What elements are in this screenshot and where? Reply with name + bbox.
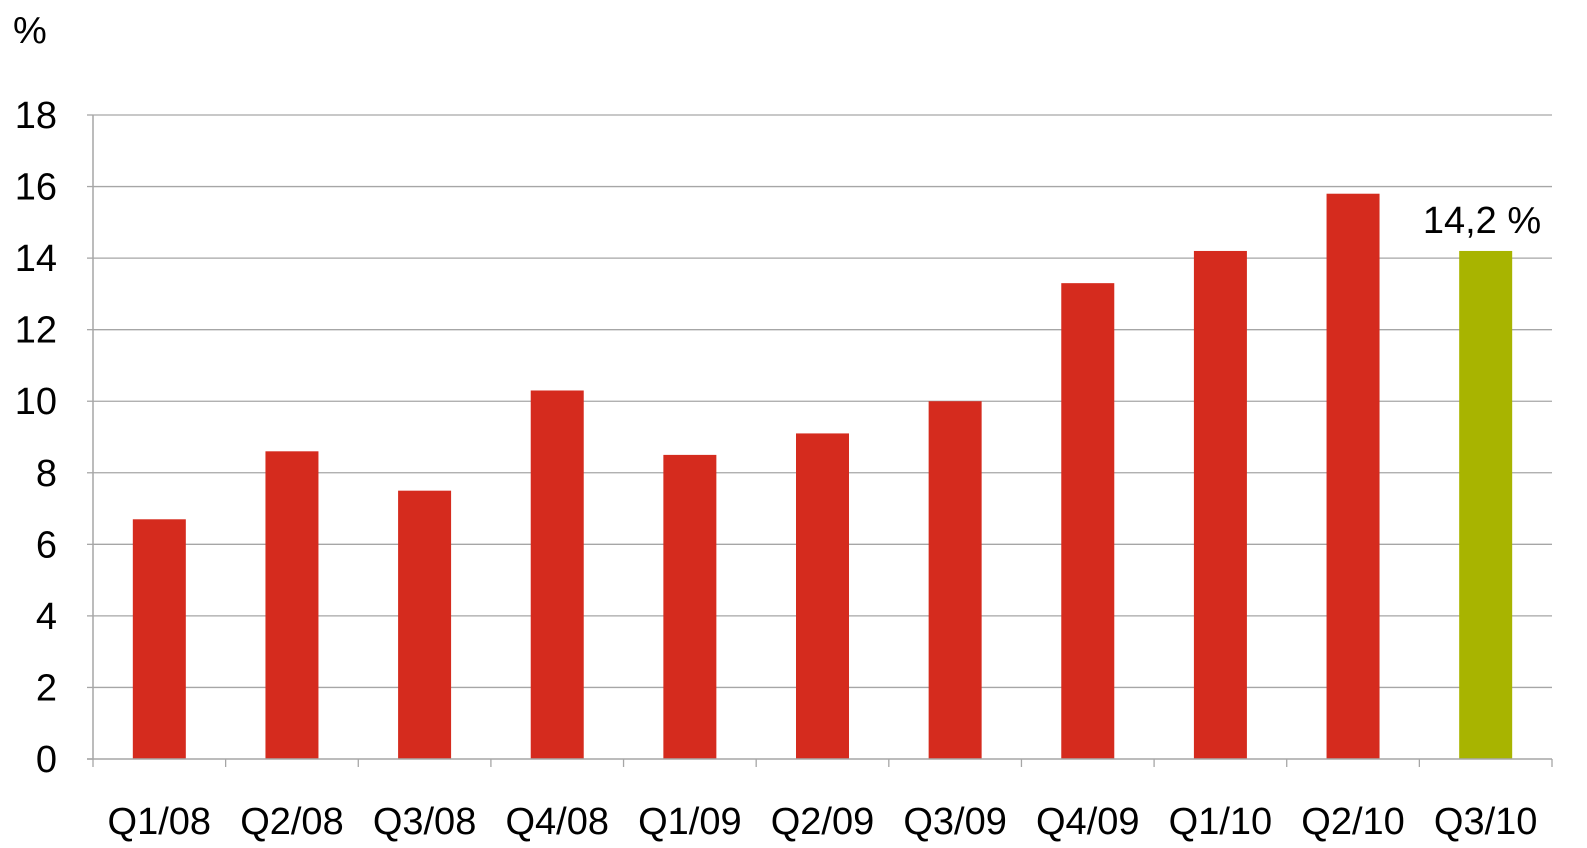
x-tick-label: Q3/10 (1434, 801, 1538, 843)
bars (132, 193, 1513, 759)
y-tick-label: 8 (36, 453, 57, 495)
annotations: 14,2 % (1423, 200, 1541, 242)
y-tick-label: 4 (36, 596, 57, 638)
x-tick-label: Q2/08 (240, 801, 344, 843)
bar (1326, 193, 1380, 759)
y-tick-label: 10 (15, 381, 57, 423)
bar (796, 433, 849, 759)
data-label: 14,2 % (1423, 200, 1541, 242)
x-tick-label: Q4/08 (505, 801, 609, 843)
bar (1193, 250, 1247, 759)
x-axis-tick-labels: Q1/08 Q2/08 Q3/08 Q4/08 Q1/09 Q2/09 Q3/09 Q4/09… (108, 801, 1538, 843)
y-tick-label: 16 (15, 167, 57, 209)
y-tick-label: 0 (36, 739, 57, 781)
bar (530, 390, 584, 759)
x-tick-label: Q2/10 (1301, 801, 1405, 843)
x-tick-label: Q1/09 (638, 801, 742, 843)
bar (928, 401, 982, 759)
y-tick-label: 6 (36, 524, 57, 566)
axes (87, 114, 1553, 767)
x-tick-label: Q1/10 (1169, 801, 1273, 843)
y-tick-label: 12 (15, 310, 57, 352)
y-tick-label: 2 (36, 667, 57, 709)
y-tick-label: 14 (15, 238, 57, 280)
bar (132, 519, 186, 759)
x-tick-label: Q4/09 (1036, 801, 1140, 843)
x-tick-label: Q1/08 (108, 801, 212, 843)
x-tick-label: Q3/08 (373, 801, 477, 843)
y-axis-unit-label: % (13, 10, 47, 52)
bar (1061, 283, 1115, 759)
bar (398, 490, 452, 759)
bar (265, 451, 319, 759)
bar (1459, 250, 1513, 759)
x-tick-label: Q3/09 (903, 801, 1007, 843)
y-tick-label: 18 (15, 95, 57, 137)
bar (663, 454, 717, 759)
x-tick-label: Q2/09 (771, 801, 875, 843)
gridlines (93, 114, 1552, 689)
y-axis-tick-labels: 0 2 4 6 8 10 12 14 16 18 (15, 95, 57, 781)
